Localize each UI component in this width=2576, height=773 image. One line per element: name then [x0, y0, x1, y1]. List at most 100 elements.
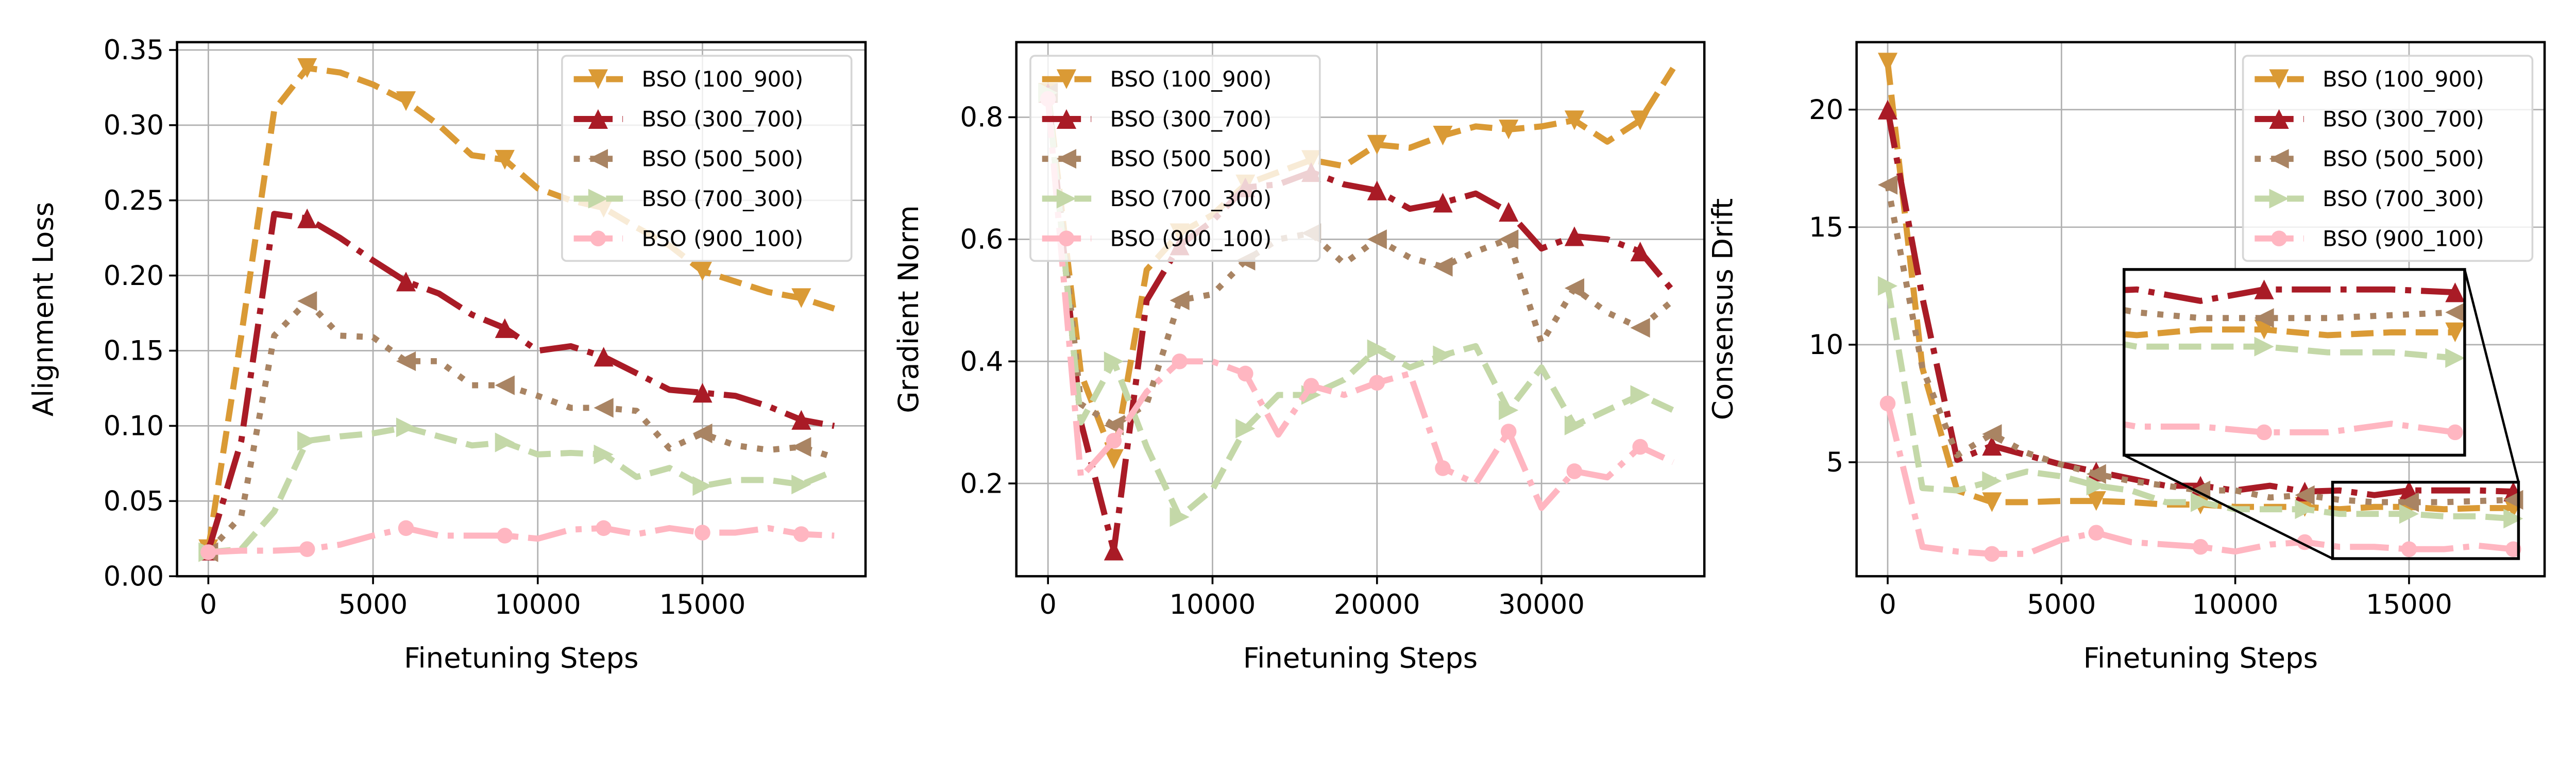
data-point-marker	[2401, 541, 2417, 557]
data-point-marker	[791, 288, 811, 308]
data-point-marker	[2254, 279, 2274, 299]
data-point-marker	[2445, 322, 2465, 342]
y-tick-label: 0.10	[104, 411, 164, 442]
legend-item: BSO (500_500)	[2255, 146, 2484, 172]
data-point-marker	[692, 383, 713, 403]
data-point-marker	[692, 476, 713, 496]
y-tick-label: 0.8	[960, 102, 1003, 133]
data-point-marker	[1564, 110, 1585, 130]
data-point-marker	[396, 417, 416, 438]
legend-item: BSO (900_100)	[573, 226, 803, 251]
legend-item: BSO (700_300)	[1042, 186, 1272, 211]
y-axis-label: Gradient Norm	[892, 205, 925, 413]
legend-marker	[2269, 109, 2289, 129]
data-point-marker	[1170, 290, 1190, 310]
legend-label: BSO (500_500)	[2323, 146, 2484, 172]
series-2	[198, 291, 836, 562]
legend: BSO (100_900) BSO (300_700) BSO (500_500) B…	[2242, 55, 2534, 262]
legend-label: BSO (500_500)	[1110, 146, 1272, 172]
series-inset-1	[2063, 279, 2465, 304]
y-axis-label: Consensus Drift	[1706, 198, 1739, 420]
legend-label: BSO (900_100)	[641, 226, 803, 251]
data-point-marker	[1630, 241, 1650, 262]
data-point-marker	[1564, 278, 1585, 298]
legend-label: BSO (900_100)	[1110, 226, 1272, 251]
axes-frame	[1015, 41, 1706, 578]
data-point-marker	[1877, 175, 1898, 195]
data-point-marker	[297, 58, 317, 78]
legend-marker	[2269, 189, 2289, 209]
data-point-marker	[2399, 492, 2419, 512]
legend-label: BSO (300_700)	[641, 106, 803, 131]
data-point-marker	[1877, 276, 1898, 296]
axes-frame	[176, 41, 867, 578]
data-point-marker	[495, 318, 515, 338]
x-tick-label: 0	[200, 589, 217, 620]
data-point-marker	[398, 520, 414, 536]
chart-3: 0 5000 10000 15000 5 10 15 20 Finetuning Steps Co…	[1681, 41, 2546, 674]
inset-connector	[2123, 454, 2333, 560]
data-point-marker	[594, 347, 614, 367]
data-point-marker	[1303, 378, 1319, 394]
data-point-marker	[793, 526, 809, 542]
x-tick-label: 0	[1039, 589, 1057, 620]
data-point-marker	[791, 437, 811, 457]
x-tick-label: 10000	[1170, 589, 1256, 620]
legend-marker	[2269, 69, 2289, 89]
x-tick-label: 15000	[659, 589, 746, 620]
y-tick-label: 10	[1809, 329, 1843, 361]
data-point-marker	[497, 528, 513, 544]
x-tick-label: 10000	[2192, 589, 2279, 620]
y-tick-label: 0.20	[104, 260, 164, 292]
data-point-marker	[1984, 546, 2000, 562]
y-tick-label: 0.30	[104, 110, 164, 141]
data-point-marker	[1872, 308, 1892, 328]
legend: BSO (100_900) BSO (300_700) BSO (500_500) B…	[561, 55, 853, 262]
data-point-marker	[297, 208, 317, 228]
data-point-marker	[2063, 282, 2083, 302]
data-point-marker	[396, 272, 416, 292]
data-point-marker	[1172, 353, 1188, 369]
data-point-marker	[1435, 460, 1451, 476]
data-point-marker	[1681, 240, 1701, 259]
data-point-marker	[1369, 375, 1385, 391]
x-tick-label: 0	[1879, 589, 1896, 620]
data-point-marker	[1433, 345, 1453, 365]
x-tick-label: 10000	[495, 589, 581, 620]
legend-marker	[590, 230, 606, 246]
data-point-marker	[1683, 384, 1699, 400]
figure: 0 5000 10000 150000.000.050.100.150.200.250…	[27, 35, 2546, 674]
data-point-marker	[1630, 110, 1650, 130]
series-3	[1877, 276, 2523, 529]
zoom-region-box	[2331, 480, 2520, 560]
data-point-marker	[1367, 339, 1387, 359]
data-point-marker	[692, 423, 713, 444]
data-point-marker	[1235, 418, 1256, 439]
x-axis-label: Finetuning Steps	[2083, 641, 2318, 674]
data-point-marker	[2191, 492, 2211, 512]
legend-item: BSO (300_700)	[2255, 106, 2484, 131]
x-tick-label: 20000	[1334, 589, 1420, 620]
data-point-marker	[1367, 135, 1387, 155]
data-point-marker	[1982, 471, 2002, 491]
y-tick-label: 0.6	[960, 224, 1003, 256]
chart-2: 0 10000 20000 30000 0.2 0.4 0.6 0.8 Finetuning S…	[892, 41, 1706, 674]
data-point-marker	[2399, 504, 2419, 524]
series-line	[1045, 66, 1676, 462]
data-point-marker	[297, 291, 317, 311]
y-tick-label: 0.05	[104, 485, 164, 517]
data-point-marker	[1982, 435, 2002, 456]
legend-marker	[1056, 109, 1077, 129]
legend-item: BSO (300_700)	[573, 106, 803, 131]
data-point-marker	[2065, 407, 2081, 423]
legend-box	[561, 55, 853, 262]
data-point-marker	[2192, 539, 2209, 555]
y-tick-label: 0.4	[960, 346, 1003, 377]
data-point-marker	[1630, 385, 1650, 405]
data-point-marker	[1367, 229, 1387, 249]
legend-item: BSO (100_900)	[573, 66, 803, 92]
data-point-marker	[1104, 351, 1124, 372]
data-point-marker	[1982, 424, 2002, 444]
data-point-marker	[1879, 395, 1896, 412]
series-inset-2	[1681, 240, 2465, 328]
